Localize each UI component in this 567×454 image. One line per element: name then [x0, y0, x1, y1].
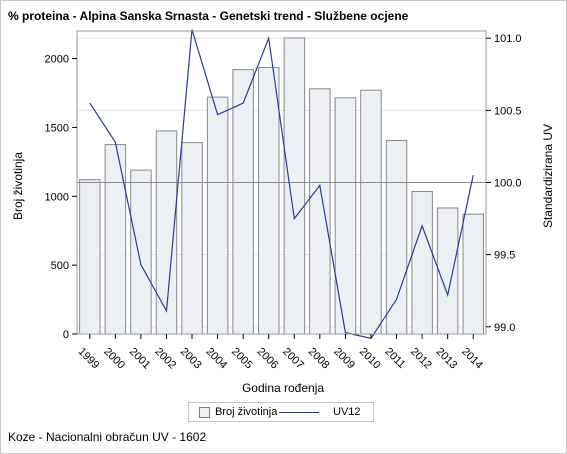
x-tick-label: 2002 [152, 346, 178, 372]
chart-legend: Broj životinja UV12 [188, 402, 374, 422]
x-axis-label: Godina rođenja [242, 381, 324, 395]
legend-item-bars: Broj životinja [199, 406, 277, 418]
bar-2005 [232, 69, 254, 335]
x-tick-label: 2008 [306, 346, 332, 372]
y-left-tick-label: 1500 [45, 122, 69, 134]
x-tick-label: 2010 [357, 346, 383, 372]
y-left-tick-label: 0 [63, 329, 69, 341]
x-tick-label: 2003 [178, 346, 204, 372]
legend-line-swatch [279, 411, 319, 413]
y-right-tick-label: 101.0 [494, 33, 522, 45]
bar-1999 [79, 179, 101, 335]
bar-2014 [462, 213, 484, 335]
y-left-tick-label: 500 [51, 260, 69, 272]
bar-2008 [309, 88, 331, 335]
bar-2011 [385, 140, 408, 335]
x-tick-label: 2009 [331, 346, 357, 372]
y-right-tick-label: 99.5 [494, 250, 515, 262]
y-right-tick-label: 99.0 [494, 322, 515, 334]
x-tick-label: 2004 [203, 346, 229, 372]
x-tick-label: 2011 [382, 346, 407, 371]
bar-2013 [436, 207, 459, 335]
y-axis-label-right: Standardizirana UV [541, 124, 555, 228]
y-axis-label-left: Broj životinja [11, 152, 25, 220]
legend-bar-label: Broj životinja [215, 406, 278, 418]
x-tick-label: 2006 [255, 346, 281, 372]
x-tick-label: 2007 [280, 346, 306, 372]
y-right-tick-label: 100.5 [494, 105, 522, 117]
bar-2004 [206, 96, 229, 335]
uv12-line [89, 29, 474, 339]
x-tick-label: 2014 [459, 346, 485, 372]
x-tick-label: 2000 [101, 346, 127, 372]
bar-2012 [411, 191, 433, 335]
x-tick-label: 2001 [127, 346, 153, 372]
x-tick-label: 1999 [76, 346, 102, 372]
x-tick-label: 2013 [434, 346, 460, 372]
legend-bar-swatch [199, 406, 210, 418]
legend-line-label: UV12 [333, 406, 361, 418]
bar-2006 [258, 67, 280, 335]
x-tick-label: 2005 [229, 346, 255, 372]
bar-2003 [181, 142, 203, 335]
bar-2010 [360, 89, 382, 335]
bar-2007 [283, 37, 306, 335]
y-left-tick-label: 2000 [45, 54, 69, 66]
bar-2001 [130, 169, 152, 335]
x-tick-label: 2012 [408, 346, 434, 372]
legend-item-line: UV12 [279, 406, 361, 418]
y-right-tick-label: 100.0 [494, 178, 522, 190]
bar-2000 [104, 144, 127, 335]
y-left-tick-label: 1000 [45, 191, 69, 203]
footnote: Koze - Nacionalni obračun UV - 1602 [8, 430, 207, 444]
bar-2009 [334, 97, 357, 335]
chart-title: % proteina - Alpina Sanska Srnasta - Gen… [8, 9, 409, 23]
